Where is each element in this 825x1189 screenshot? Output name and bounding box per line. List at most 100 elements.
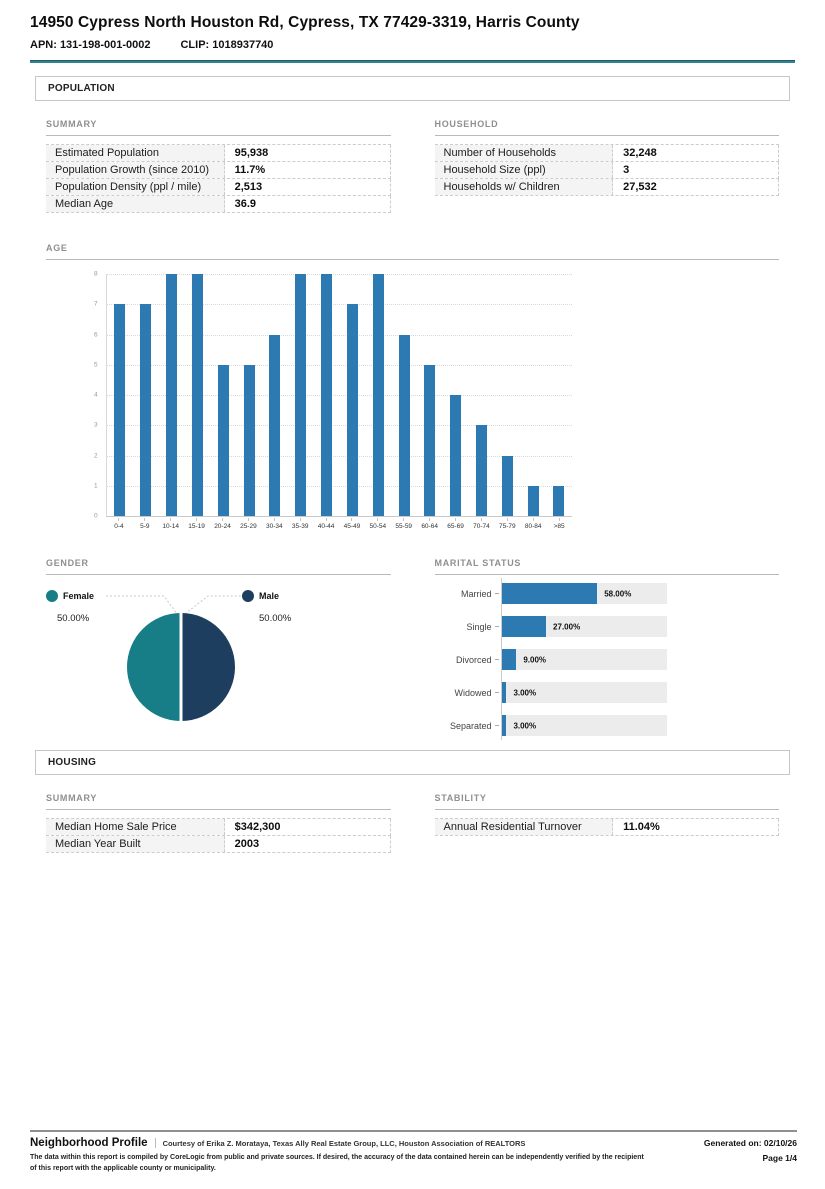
- x-axis-tick-label: >85: [546, 518, 572, 530]
- population-summary-title: SUMMARY: [46, 101, 391, 136]
- stability-title: STABILITY: [434, 775, 779, 810]
- page-title: 14950 Cypress North Houston Rd, Cypress,…: [30, 14, 580, 31]
- section-population-title: POPULATION: [48, 83, 115, 94]
- row-label: Estimated Population: [46, 145, 225, 161]
- marital-title: MARITAL STATUS: [434, 540, 779, 575]
- footer-disclaimer: The data within this report is compiled …: [30, 1154, 644, 1173]
- row-value: 3: [623, 164, 630, 176]
- x-axis-tick-label: 70-74: [468, 518, 494, 530]
- gridline: [107, 395, 572, 396]
- row-label: Households w/ Children: [434, 179, 614, 195]
- table-row: Estimated Population 95,938: [46, 145, 391, 162]
- male-legend-label: Male: [259, 591, 280, 601]
- household-panel: HOUSEHOLD Number of Households 32,248 Hous…: [434, 101, 779, 213]
- marital-bar-track: 3.00%: [501, 715, 667, 736]
- row-label: Population Growth (since 2010): [46, 162, 225, 178]
- axis-tick: [494, 626, 499, 627]
- gender-panel: GENDER Female 50.00% Male 50.00%: [46, 540, 391, 736]
- apn-value: APN: 131-198-001-0002: [30, 39, 151, 51]
- marital-value-label: 3.00%: [513, 688, 537, 697]
- bar-slot: [469, 274, 495, 516]
- row-value: 11.7%: [234, 164, 266, 176]
- gridline: [107, 425, 572, 427]
- gridline: [107, 455, 572, 457]
- row-label: Median Home Sale Price: [46, 819, 225, 835]
- gender-title: GENDER: [46, 540, 391, 575]
- axis-tick: [494, 725, 499, 726]
- table-row: Household Size (ppl) 3: [434, 162, 779, 179]
- age-bar: [166, 274, 178, 516]
- bar-slot: [365, 274, 391, 516]
- marital-row: Single 27.00%: [435, 616, 780, 637]
- table-row: Median Year Built 2003: [46, 836, 391, 853]
- x-axis-tick-label: 40-44: [313, 518, 339, 530]
- age-bar: [398, 334, 410, 516]
- marital-category-label: Separated: [449, 720, 492, 731]
- marital-rows: Married 58.00% Single 27.00% Divorced 9.00% Wi…: [435, 583, 780, 736]
- age-bar-chart: 0 1 2 3 4 5 6 7 8 0-4 5-9 10-14 15-19 20-24 25-29 30-3…: [46, 271, 779, 530]
- gridline: [107, 485, 572, 487]
- age-bar: [243, 364, 255, 516]
- population-tables-row: SUMMARY Estimated Population 95,938 Popula…: [46, 101, 779, 213]
- marital-bar: [501, 715, 507, 736]
- footer-left: Neighborhood Profile Courtesy of Erika Z…: [30, 1137, 525, 1149]
- section-housing-band: HOUSING: [35, 750, 790, 775]
- page-number: Page 1/4: [762, 1153, 798, 1164]
- x-axis-tick-label: 75-79: [494, 518, 520, 530]
- marital-bar: [501, 649, 517, 670]
- bar-slot: [520, 274, 546, 516]
- table-row: Annual Residential Turnover 11.04%: [434, 819, 779, 836]
- table-row: Households w/ Children 27,532: [434, 179, 779, 196]
- bar-slot: [133, 274, 159, 516]
- x-axis-tick-label: 60-64: [417, 518, 443, 530]
- table-row: Number of Households 32,248: [434, 145, 779, 162]
- axis-tick: [494, 593, 499, 594]
- age-chart-plot-area: 0 1 2 3 4 5 6 7 8: [94, 271, 572, 520]
- age-bar: [321, 274, 333, 516]
- clip-value: CLIP: 1018937740: [180, 39, 274, 51]
- marital-bar-chart: Married 58.00% Single 27.00% Divorced 9.00% Wi…: [435, 575, 780, 740]
- gridline: [107, 304, 572, 306]
- x-axis-tick-label: 45-49: [339, 518, 365, 530]
- bar-slot: [314, 274, 340, 516]
- section-housing-title: HOUSING: [48, 757, 97, 768]
- gender-pie-chart: Female 50.00% Male 50.00%: [46, 577, 391, 733]
- generated-date: Generated on: 02/10/26: [703, 1138, 797, 1149]
- age-bar: [450, 395, 462, 516]
- report-footer: Neighborhood Profile Courtesy of Erika Z…: [30, 1130, 797, 1175]
- bar-slot: [184, 274, 210, 516]
- female-legend-dot-icon: [46, 590, 58, 602]
- age-bar: [269, 334, 281, 516]
- marital-bar-track: 9.00%: [501, 649, 667, 670]
- row-value: 95,938: [234, 147, 269, 159]
- marital-axis-line: [500, 578, 502, 740]
- household-title: HOUSEHOLD: [434, 101, 779, 136]
- bar-slot: [339, 274, 365, 516]
- x-axis-tick-label: 65-69: [443, 518, 469, 530]
- marital-value-label: 3.00%: [513, 721, 537, 730]
- stability-table: Annual Residential Turnover 11.04%: [434, 818, 779, 836]
- y-axis-tick-label: 2: [94, 452, 98, 459]
- x-axis-tick-label: 5-9: [132, 518, 158, 530]
- footer-divider: [154, 1138, 156, 1149]
- marital-bar: [501, 682, 507, 703]
- stability-panel: STABILITY Annual Residential Turnover 11.…: [434, 775, 779, 853]
- marital-category-label: Single: [466, 621, 492, 632]
- marital-value-label: 27.00%: [553, 622, 581, 631]
- footer-courtesy: Courtesy of Erika Z. Morataya, Texas All…: [162, 1139, 526, 1149]
- row-value: 11.04%: [623, 821, 660, 833]
- row-value: 32,248: [623, 147, 657, 159]
- bar-slot: [546, 274, 572, 516]
- report-body: SUMMARY Estimated Population 95,938 Popula…: [0, 101, 825, 853]
- age-bar: [217, 364, 229, 516]
- gender-marital-row: GENDER Female 50.00% Male 50.00% MARITA: [46, 540, 780, 740]
- female-percentage: 50.00%: [57, 613, 90, 624]
- bar-slot: [443, 274, 469, 516]
- gridline: [107, 364, 572, 366]
- x-axis-tick-label: 35-39: [287, 518, 313, 530]
- y-axis-tick-label: 4: [94, 391, 98, 399]
- report-header: 14950 Cypress North Houston Rd, Cypress,…: [0, 0, 825, 63]
- age-bar: [372, 274, 384, 516]
- marital-bar: [501, 616, 547, 637]
- age-bar: [527, 485, 539, 516]
